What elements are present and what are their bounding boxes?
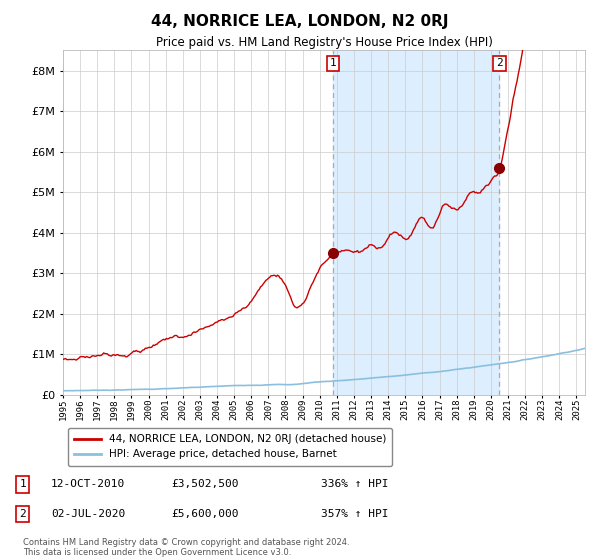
Text: £5,600,000: £5,600,000 [171,509,238,519]
Text: Contains HM Land Registry data © Crown copyright and database right 2024.
This d: Contains HM Land Registry data © Crown c… [23,538,349,557]
Text: 02-JUL-2020: 02-JUL-2020 [51,509,125,519]
Text: 1: 1 [19,479,26,489]
Bar [333,50,499,395]
Text: 336% ↑ HPI: 336% ↑ HPI [321,479,389,489]
Text: 12-OCT-2010: 12-OCT-2010 [51,479,125,489]
Text: £3,502,500: £3,502,500 [171,479,238,489]
Text: 2: 2 [19,509,26,519]
Legend: 44, NORRICE LEA, LONDON, N2 0RJ (detached house), HPI: Average price, detached h: 44, NORRICE LEA, LONDON, N2 0RJ (detache… [68,428,392,466]
Text: 1: 1 [329,58,337,68]
Text: 2: 2 [496,58,503,68]
Title: Price paid vs. HM Land Registry's House Price Index (HPI): Price paid vs. HM Land Registry's House … [155,36,493,49]
Text: 44, NORRICE LEA, LONDON, N2 0RJ: 44, NORRICE LEA, LONDON, N2 0RJ [151,14,449,29]
Text: 357% ↑ HPI: 357% ↑ HPI [321,509,389,519]
